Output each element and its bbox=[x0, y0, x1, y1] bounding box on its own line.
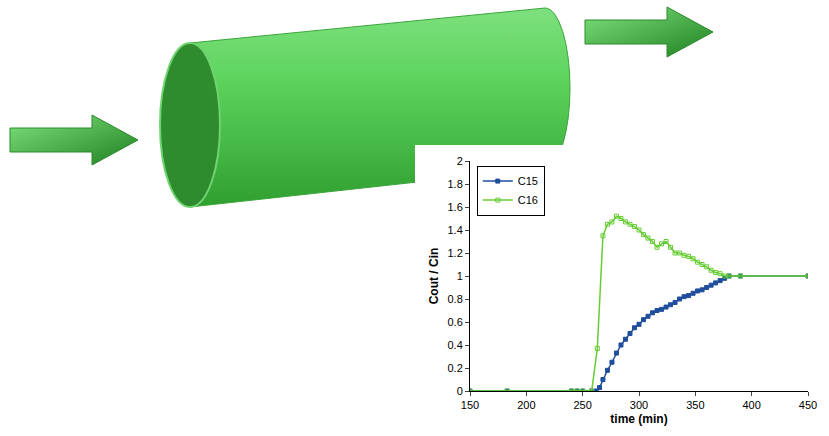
svg-text:0.6: 0.6 bbox=[448, 316, 463, 328]
svg-text:C16: C16 bbox=[518, 194, 538, 206]
svg-text:200: 200 bbox=[517, 399, 535, 411]
svg-text:1.4: 1.4 bbox=[448, 224, 463, 236]
svg-text:350: 350 bbox=[686, 399, 704, 411]
svg-text:300: 300 bbox=[630, 399, 648, 411]
svg-text:2: 2 bbox=[457, 155, 463, 167]
svg-text:450: 450 bbox=[799, 399, 817, 411]
svg-text:0.8: 0.8 bbox=[448, 293, 463, 305]
svg-text:0.2: 0.2 bbox=[448, 362, 463, 374]
svg-text:Cout / Cin: Cout / Cin bbox=[427, 248, 441, 305]
svg-text:1: 1 bbox=[457, 270, 463, 282]
svg-text:1.2: 1.2 bbox=[448, 247, 463, 259]
svg-text:0.4: 0.4 bbox=[448, 339, 463, 351]
svg-text:150: 150 bbox=[461, 399, 479, 411]
svg-text:400: 400 bbox=[742, 399, 760, 411]
svg-text:C15: C15 bbox=[518, 175, 538, 187]
svg-text:250: 250 bbox=[573, 399, 591, 411]
svg-text:0: 0 bbox=[457, 385, 463, 397]
svg-text:time (min): time (min) bbox=[610, 412, 667, 426]
svg-text:1.8: 1.8 bbox=[448, 178, 463, 190]
svg-text:1.6: 1.6 bbox=[448, 201, 463, 213]
